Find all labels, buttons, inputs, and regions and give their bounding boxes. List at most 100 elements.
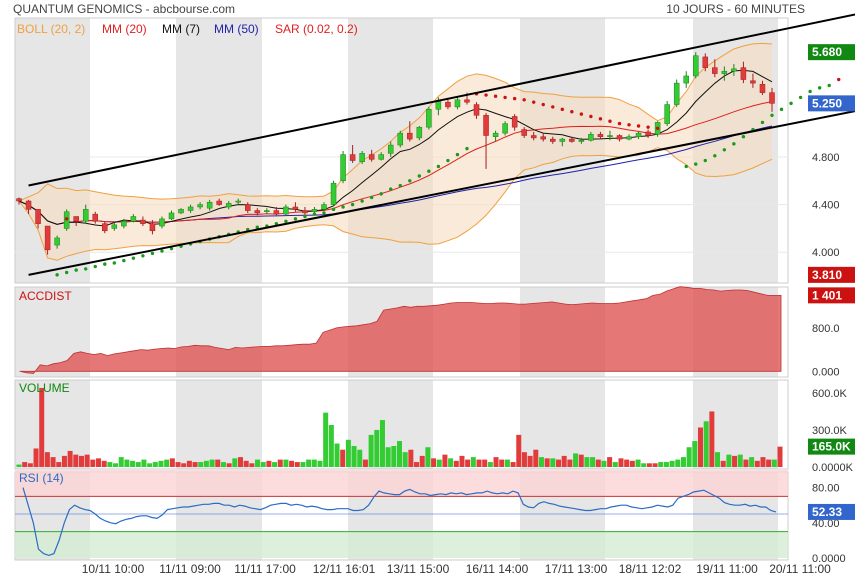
candle-body xyxy=(759,84,766,93)
candle-body xyxy=(731,68,737,72)
volume-bar xyxy=(703,421,709,467)
sar-dot-up xyxy=(827,83,831,88)
sar-dot-up xyxy=(331,207,336,212)
volume-bar xyxy=(306,459,312,467)
volume-bar xyxy=(209,459,215,467)
volume-bar xyxy=(658,462,664,467)
sar-dot-up xyxy=(293,217,298,221)
volume-bar xyxy=(61,455,67,467)
candle-body xyxy=(521,129,527,136)
volume-bar xyxy=(317,460,323,467)
candle-body xyxy=(464,99,470,103)
volume-bar xyxy=(379,420,385,467)
volume-bar xyxy=(147,463,153,467)
sar-dot-down xyxy=(503,95,507,100)
volume-bar xyxy=(362,459,368,467)
candle-body xyxy=(626,136,632,140)
volume-tick-label: 0.0000K xyxy=(812,462,854,474)
candle-body xyxy=(16,198,22,202)
x-tick-label: 11/11 17:00 xyxy=(234,562,296,576)
legend-mm50: MM (50) xyxy=(214,22,259,36)
volume-bar xyxy=(612,462,618,467)
price-high-badge: 5.680 xyxy=(812,45,842,59)
sar-dot-down xyxy=(837,77,841,82)
sar-dot-down xyxy=(541,102,545,107)
volume-bar xyxy=(340,449,346,467)
volume-bar xyxy=(33,448,39,467)
volume-bar xyxy=(226,463,232,467)
candle-body xyxy=(578,140,585,142)
sar-dot-up xyxy=(398,183,402,188)
sar-dot-down xyxy=(627,123,631,127)
price-last-badge-bg xyxy=(808,95,855,112)
candle-body xyxy=(330,182,337,205)
volume-bar xyxy=(272,462,278,467)
session-band-3 xyxy=(520,380,605,469)
volume-bar xyxy=(709,411,715,467)
volume-bar xyxy=(624,459,630,467)
candle-body xyxy=(454,99,461,108)
volume-bar xyxy=(141,459,147,467)
rsi-overbought-zone xyxy=(15,470,788,497)
x-tick-label: 12/11 16:01 xyxy=(313,562,376,576)
volume-bar xyxy=(158,460,164,467)
volume-bar xyxy=(22,462,28,467)
volume-bar xyxy=(510,462,516,467)
volume-bar xyxy=(766,459,772,467)
candle-body xyxy=(673,82,680,105)
volume-bar xyxy=(408,449,414,467)
volume-bar xyxy=(397,441,402,467)
rsi-tick-label: 80.00 xyxy=(812,483,840,495)
volume-badge-bg xyxy=(808,438,855,455)
volume-bar xyxy=(550,458,556,467)
candle-body xyxy=(692,55,699,77)
candle-body xyxy=(264,210,270,212)
sar-dot-up xyxy=(360,199,364,203)
volume-bar xyxy=(328,425,334,467)
trend-line-1 xyxy=(28,110,855,276)
rsi-oversold-zone xyxy=(15,531,788,558)
sar-dot-up xyxy=(350,202,355,207)
sar-dot-down xyxy=(493,94,498,98)
candle-body xyxy=(569,138,575,142)
volume-bar xyxy=(283,459,289,467)
volume-bar xyxy=(641,463,647,467)
volume-bar xyxy=(220,462,226,467)
volume-bar xyxy=(192,462,198,467)
volume-bar xyxy=(118,457,124,467)
volume-bar xyxy=(743,459,749,467)
chart-period: 10 JOURS - 60 MINUTES xyxy=(666,2,805,16)
volume-bar xyxy=(493,457,499,467)
sar-dot-down xyxy=(608,119,612,123)
sar-dot-up xyxy=(417,174,422,178)
volume-bar xyxy=(646,463,652,467)
volume-bar xyxy=(198,462,204,467)
accdist-badge: 1 401 xyxy=(812,288,842,302)
sar-dot-up xyxy=(817,86,822,90)
sar-dot-up xyxy=(150,251,155,256)
volume-bar xyxy=(164,459,170,467)
candle-body xyxy=(597,134,604,137)
x-tick-label: 20/11 11:00 xyxy=(769,562,831,576)
candle-body xyxy=(54,237,60,246)
volume-bar xyxy=(169,458,175,467)
chart-title: QUANTUM GENOMICS - abcbourse.com xyxy=(13,2,236,16)
legend-sar: SAR (0.02, 0.2) xyxy=(275,22,358,36)
volume-bar xyxy=(556,459,562,467)
candle-body xyxy=(483,115,489,136)
rsi-badge: 52.33 xyxy=(812,505,842,519)
sar-dot-up xyxy=(322,211,326,215)
candle-body xyxy=(254,210,261,214)
volume-bar xyxy=(96,458,102,467)
volume-bar xyxy=(590,457,596,467)
candle-body xyxy=(187,206,194,211)
candle-body xyxy=(683,75,689,84)
sar-dot-up xyxy=(341,205,345,209)
volume-bar xyxy=(465,459,471,467)
volume-bar xyxy=(431,458,437,467)
volume-bar xyxy=(544,458,550,467)
candle-body xyxy=(473,104,480,116)
candle-body xyxy=(530,135,537,139)
price-tick-label: 4.800 xyxy=(812,152,840,164)
x-tick-label: 18/11 12:02 xyxy=(619,562,682,576)
